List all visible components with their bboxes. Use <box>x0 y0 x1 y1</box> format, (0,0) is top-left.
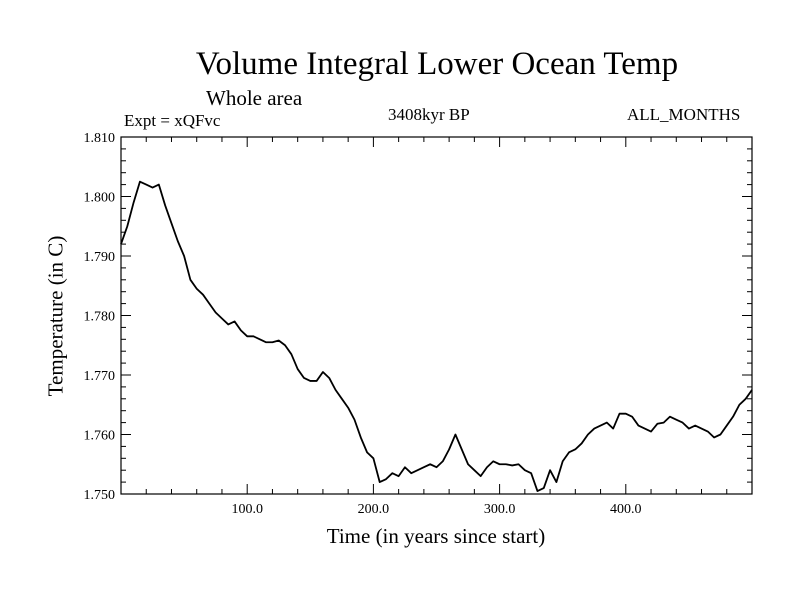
chart-title: Volume Integral Lower Ocean Temp <box>195 46 679 82</box>
x-tick-label: 400.0 <box>610 502 642 517</box>
y-tick-label: 1.780 <box>84 310 116 325</box>
chart-subtitle: Whole area <box>206 86 303 110</box>
axis-tick-labels: 100.0 200.0 300.0 400.0 1.750 1.760 1.770 1.780… <box>84 131 642 517</box>
y-tick-label: 1.770 <box>84 369 116 384</box>
y-tick-label: 1.790 <box>84 250 116 265</box>
series-line-temperature <box>120 180 753 492</box>
experiment-label: Expt = xQFvc <box>124 111 221 130</box>
axis-ticks <box>121 136 752 495</box>
y-tick-label: 1.760 <box>84 429 116 444</box>
y-tick-label: 1.800 <box>84 191 116 206</box>
x-axis-label: Time (in years since start) <box>326 524 546 548</box>
x-tick-label: 100.0 <box>231 502 263 517</box>
y-tick-label: 1.750 <box>84 488 116 503</box>
x-tick-label: 300.0 <box>484 502 516 517</box>
period-label: 3408kyr BP <box>388 105 470 124</box>
y-tick-label: 1.810 <box>84 131 116 146</box>
months-label: ALL_MONTHS <box>627 105 741 124</box>
plot-frame <box>120 136 753 495</box>
x-tick-label: 200.0 <box>358 502 390 517</box>
